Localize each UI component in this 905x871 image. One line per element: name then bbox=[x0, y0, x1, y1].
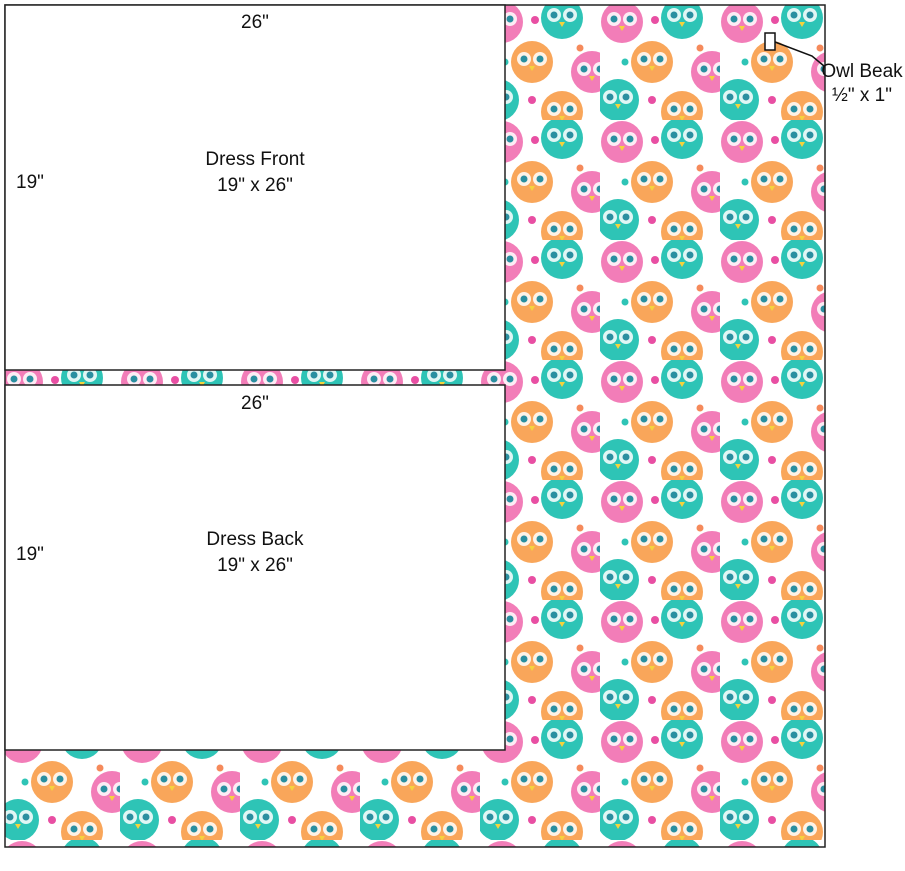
beak-piece bbox=[764, 32, 776, 51]
width-label: 26" bbox=[241, 393, 269, 414]
piece-back: 26" 19" Dress Back 19" x 26" bbox=[4, 384, 506, 751]
beak-size: ½" x 1" bbox=[832, 85, 892, 106]
piece-size: 19" x 26" bbox=[217, 175, 293, 196]
beak-label: Owl Beak bbox=[821, 61, 903, 82]
piece-label: Dress Back bbox=[206, 529, 304, 550]
piece-label: Dress Front bbox=[205, 149, 305, 170]
beak-callout: Owl Beak ½" x 1" bbox=[764, 32, 903, 106]
piece-front: 26" 19" Dress Front 19" x 26" bbox=[4, 4, 506, 371]
piece-outline bbox=[4, 384, 506, 751]
width-label: 26" bbox=[241, 12, 269, 33]
height-label: 19" bbox=[16, 172, 44, 193]
height-label: 19" bbox=[16, 544, 44, 565]
piece-outline bbox=[4, 4, 506, 371]
leader-line bbox=[774, 41, 825, 67]
piece-size: 19" x 26" bbox=[217, 555, 293, 576]
